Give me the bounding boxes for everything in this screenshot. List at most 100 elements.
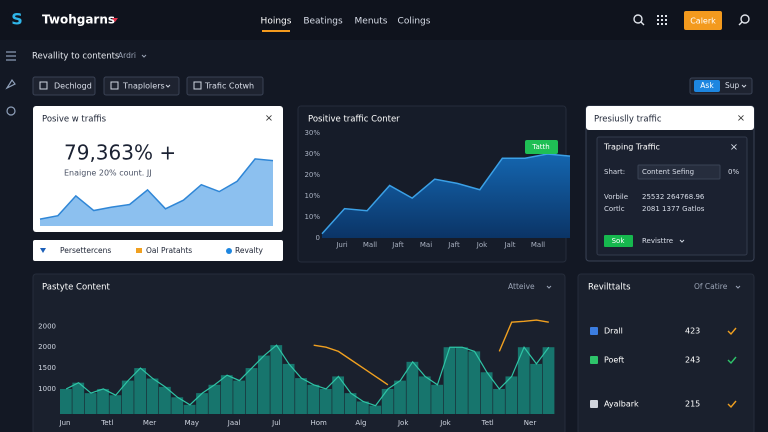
nav-item[interactable]: Hoings <box>261 17 292 27</box>
row-label: Cortlc <box>604 205 625 213</box>
area <box>40 158 273 226</box>
chevron <box>741 84 747 88</box>
bar <box>406 361 419 414</box>
toolbar-label: Trafic Cotwh <box>204 82 254 91</box>
close-icon[interactable]: × <box>265 113 273 124</box>
sidebar <box>5 51 16 116</box>
grid-icon[interactable] <box>657 15 667 25</box>
legend-swatch <box>136 248 142 253</box>
bar <box>245 368 258 414</box>
input-value: Content Sefing <box>642 168 694 176</box>
legend-swatch <box>226 248 232 254</box>
sup-label[interactable]: Sup <box>725 81 740 90</box>
nav-item[interactable]: Menuts <box>355 17 388 27</box>
toolbar-button[interactable] <box>32 76 96 96</box>
nav-active <box>262 30 290 32</box>
area <box>322 154 570 238</box>
bar <box>97 388 109 414</box>
x-tick-label: Jok <box>439 419 451 427</box>
bar <box>258 355 270 414</box>
panel-title: Traping Traffic <box>603 143 660 152</box>
chevron <box>546 285 552 289</box>
button-icon <box>39 81 48 90</box>
top-bar <box>0 0 768 40</box>
card-header <box>586 106 754 130</box>
search-icon[interactable] <box>633 14 643 24</box>
y-tick-label: 30% <box>304 150 320 158</box>
bar <box>332 376 345 414</box>
toolbar-button[interactable] <box>186 76 264 96</box>
filter[interactable]: Of Catire <box>694 282 728 291</box>
ask-button[interactable] <box>694 80 720 92</box>
card-title: Revilttalts <box>588 283 631 293</box>
bar <box>493 388 505 414</box>
ok-label: Sok <box>612 237 626 245</box>
bar <box>159 386 171 414</box>
bar <box>196 393 208 414</box>
x-tick-label: Hom <box>310 419 327 427</box>
check-icon <box>727 356 737 365</box>
legend-box <box>33 240 283 261</box>
bar <box>208 384 221 414</box>
brand: Twohgarns <box>42 13 115 27</box>
line <box>321 153 571 235</box>
y-tick-label: 10% <box>304 213 320 221</box>
x-tick-label: Tetl <box>481 419 494 427</box>
row-value: 2081 1377 Gatlos <box>642 205 705 213</box>
y-tick-label: 1000 <box>38 385 56 393</box>
chevron <box>141 54 147 58</box>
breadcrumb-filter[interactable]: Ardri <box>118 51 136 60</box>
nav-item[interactable]: Colings <box>398 17 431 27</box>
filter[interactable]: Atteive <box>508 282 535 291</box>
bar <box>431 384 444 414</box>
toolbar-label: Tnaplolers <box>122 82 165 91</box>
close-icon[interactable]: × <box>737 113 745 124</box>
bar-outline <box>65 344 550 407</box>
bar <box>542 347 555 414</box>
legend-entry: Oal Pratahts <box>146 246 192 255</box>
chevron <box>165 84 171 88</box>
y-tick-label: 0 <box>316 234 320 242</box>
bar <box>84 393 97 414</box>
bar <box>357 401 369 414</box>
bar <box>307 384 320 414</box>
ok-button[interactable] <box>604 235 633 247</box>
close-icon[interactable]: × <box>730 142 738 153</box>
x-tick-label: Tetl <box>100 419 113 427</box>
bar <box>121 380 134 414</box>
action-button[interactable] <box>684 11 722 30</box>
x-tick-label: Alg <box>355 419 366 427</box>
bar <box>282 363 295 414</box>
kpi-value: 79,363% + <box>64 141 176 165</box>
bar <box>171 397 184 414</box>
bar <box>146 378 159 414</box>
bar <box>295 378 307 414</box>
row-value: 0% <box>728 168 739 176</box>
row-value: 25532 264768.96 <box>642 193 705 201</box>
x-tick-label: Jok <box>476 241 488 249</box>
nav-item[interactable]: Beatings <box>303 17 343 27</box>
button-icon <box>193 81 202 90</box>
card-title: Pastyte Content <box>42 283 110 293</box>
bar <box>183 404 196 414</box>
x-tick-label: Mall <box>531 241 545 249</box>
check-icon <box>727 327 737 336</box>
check-icon <box>727 400 737 409</box>
trend-line <box>498 319 549 352</box>
search-icon[interactable] <box>740 14 750 24</box>
dropdown[interactable]: Revisttre <box>642 237 673 245</box>
x-tick-label: Mall <box>363 241 377 249</box>
x-tick-label: Ner <box>524 419 537 427</box>
input[interactable] <box>637 164 721 180</box>
row-name: Poeft <box>604 356 624 365</box>
legend-swatch <box>40 248 46 253</box>
x-tick-label: Juri <box>335 241 347 249</box>
tooltip-box <box>525 140 558 154</box>
x-tick-label: Jaft <box>391 241 404 249</box>
row-label: Vorbile <box>604 193 628 201</box>
button-icon <box>110 81 119 90</box>
y-tick-label: 20% <box>304 171 320 179</box>
toolbar-button[interactable] <box>103 76 180 96</box>
